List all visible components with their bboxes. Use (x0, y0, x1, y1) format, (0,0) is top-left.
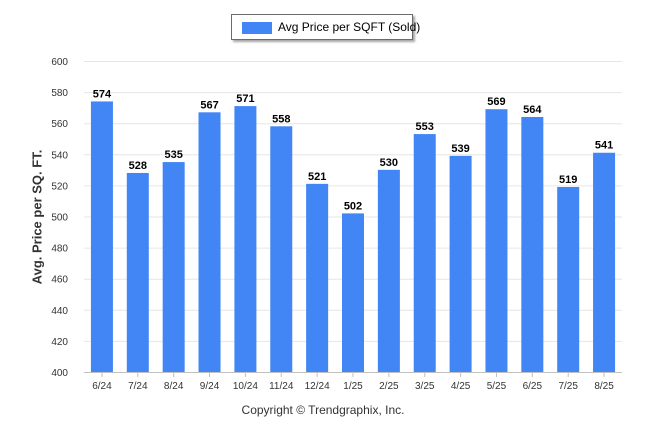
bar (198, 112, 221, 372)
bar (234, 106, 257, 372)
y-tick-label: 540 (51, 150, 68, 161)
data-label: 530 (380, 157, 398, 169)
y-tick-label: 600 (51, 57, 68, 68)
bar (162, 162, 185, 372)
bar (485, 109, 508, 372)
bar (270, 126, 293, 372)
y-tick-label: 500 (51, 213, 68, 224)
x-tick-label: 7/24 (128, 381, 148, 392)
bar (342, 213, 364, 372)
bar (126, 172, 149, 372)
x-tick-label: 4/25 (451, 381, 471, 392)
x-tick-label: 10/24 (233, 381, 258, 392)
x-tick-label: 12/24 (305, 381, 330, 392)
data-label: 553 (416, 121, 434, 133)
copyright-text: Copyright © Trendgraphix, Inc. (241, 403, 405, 417)
data-label: 539 (451, 143, 469, 155)
data-label: 558 (272, 113, 290, 125)
data-label: 502 (344, 200, 362, 212)
y-tick-label: 400 (51, 368, 68, 379)
x-tick-label: 1/25 (343, 381, 363, 392)
y-tick-label: 560 (51, 119, 68, 130)
y-tick-label: 420 (51, 337, 68, 348)
legend-label: Avg Price per SQFT (Sold) (278, 20, 421, 34)
x-tick-label: 8/24 (164, 381, 184, 392)
x-tick-label: 8/25 (594, 381, 614, 392)
x-tick-label: 5/25 (487, 381, 507, 392)
bar (521, 116, 544, 372)
bar (90, 101, 113, 373)
x-tick-label: 3/25 (415, 381, 435, 392)
data-label: 574 (93, 88, 112, 100)
x-tick-label: 11/24 (269, 381, 294, 392)
y-tick-label: 460 (51, 275, 68, 286)
bar (593, 152, 616, 372)
x-tick-label: 6/24 (92, 381, 112, 392)
y-tick-label: 520 (51, 181, 68, 192)
bar (413, 134, 436, 372)
data-label: 571 (236, 93, 254, 105)
x-tick-label: 2/25 (379, 381, 399, 392)
data-label: 535 (164, 149, 182, 161)
bar (449, 155, 472, 372)
bar (306, 183, 329, 372)
data-label: 541 (595, 140, 613, 152)
data-label: 521 (308, 171, 326, 183)
legend: Avg Price per SQFT (Sold) (231, 14, 420, 40)
y-tick-label: 440 (51, 306, 68, 317)
x-tick-label: 7/25 (558, 381, 578, 392)
x-tick-label: 6/25 (523, 381, 543, 392)
x-tick-label: 9/24 (200, 381, 220, 392)
y-tick-label: 480 (51, 244, 68, 255)
bar (557, 186, 580, 372)
data-label: 567 (200, 99, 218, 111)
legend-swatch (242, 22, 272, 34)
data-label: 519 (559, 174, 577, 186)
y-tick-label: 580 (51, 88, 68, 99)
data-label: 564 (523, 104, 542, 116)
bar (377, 169, 400, 372)
data-label: 528 (129, 160, 147, 172)
data-label: 569 (487, 96, 505, 108)
